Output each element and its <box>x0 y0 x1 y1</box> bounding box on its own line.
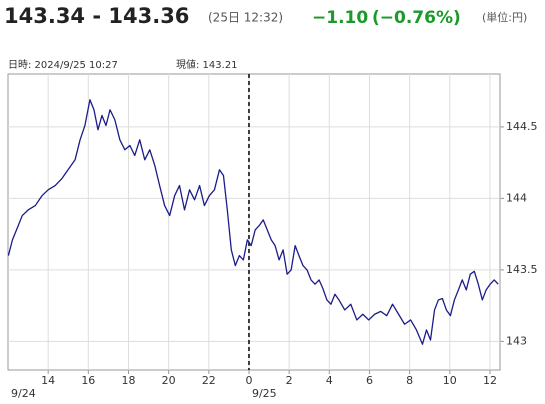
info-datetime: 日時: 2024/9/25 10:27 <box>8 59 118 71</box>
price-line <box>7 99 499 345</box>
quote-time: (25日 12:32) <box>208 11 283 25</box>
x-tick-label: 22 <box>202 374 216 387</box>
date-label: 9/24 <box>11 387 36 400</box>
y-tick-label: 143.5 <box>506 263 538 276</box>
x-tick-label: 12 <box>483 374 497 387</box>
change: −1.10 <box>312 8 368 28</box>
x-tick-label: 16 <box>81 374 95 387</box>
x-tick-label: 20 <box>162 374 176 387</box>
x-tick-label: 18 <box>121 374 135 387</box>
y-tick-label: 143 <box>506 334 527 347</box>
x-tick-label: 2 <box>286 374 293 387</box>
unit: (単位:円) <box>482 10 527 24</box>
plot-frame <box>7 73 501 371</box>
x-tick-label: 8 <box>406 374 413 387</box>
y-tick-label: 144 <box>506 191 527 204</box>
y-tick-label: 144.5 <box>506 120 538 133</box>
x-tick-label: 6 <box>366 374 373 387</box>
info-current: 現値: 143.21 <box>176 58 238 71</box>
x-tick-label: 0 <box>245 374 252 387</box>
price: 143.34 - 143.36 <box>4 4 189 28</box>
x-tick-label: 14 <box>41 374 55 387</box>
date-label: 9/25 <box>252 387 277 400</box>
x-tick-label: 10 <box>443 374 457 387</box>
change-pct: (−0.76%) <box>372 8 461 28</box>
x-tick-label: 4 <box>326 374 333 387</box>
